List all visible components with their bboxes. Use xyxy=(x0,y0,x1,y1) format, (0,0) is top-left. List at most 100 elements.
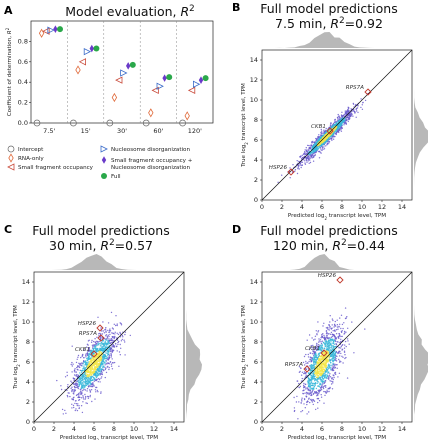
legend-label: RNA-only xyxy=(18,156,44,162)
x-tick-label: 0 xyxy=(260,425,264,433)
data-point xyxy=(88,361,91,363)
x-tick-label: 10 xyxy=(358,425,366,433)
data-point xyxy=(361,108,364,111)
data-point xyxy=(346,112,349,115)
data-point xyxy=(64,376,67,378)
data-point xyxy=(347,327,349,329)
data-point xyxy=(320,380,322,382)
data-point xyxy=(303,372,305,375)
data-point xyxy=(79,366,81,369)
data-point xyxy=(364,99,367,102)
data-point xyxy=(76,373,78,376)
panel-title-part: 2 xyxy=(189,4,195,14)
data-point xyxy=(334,330,336,332)
data-point xyxy=(84,398,86,400)
data-point xyxy=(76,404,79,407)
data-point xyxy=(327,365,330,367)
data-point xyxy=(60,388,63,391)
x-tick-label: 14 xyxy=(170,425,178,433)
data-point xyxy=(340,352,342,355)
data-point xyxy=(341,111,343,114)
data-point xyxy=(306,150,308,152)
data-point xyxy=(304,386,306,389)
data-point xyxy=(343,351,346,353)
data-point xyxy=(108,338,110,340)
data-point xyxy=(307,160,309,162)
data-point xyxy=(311,347,314,349)
gene-marker xyxy=(320,349,328,357)
x-axis-label-part: Predicted log xyxy=(288,435,325,440)
data-point xyxy=(104,338,107,340)
data-point xyxy=(297,166,299,168)
data-point xyxy=(352,110,354,112)
data-point xyxy=(323,382,326,384)
data-point xyxy=(357,111,359,114)
data-point xyxy=(93,363,95,365)
data-point xyxy=(330,328,333,330)
data-point xyxy=(72,389,74,391)
data-point xyxy=(321,380,324,383)
data-point xyxy=(303,153,305,155)
data-point xyxy=(95,376,97,378)
data-point xyxy=(321,363,323,366)
panel-subtitle: 7.5 min, R2=0.92 xyxy=(275,16,383,31)
data-point xyxy=(97,316,99,318)
data-point xyxy=(312,403,314,406)
data-point xyxy=(314,391,316,393)
data-point xyxy=(326,142,329,145)
identity-line xyxy=(261,271,413,423)
data-point xyxy=(56,379,58,382)
data-point xyxy=(327,328,329,330)
data-point xyxy=(100,370,103,372)
data-point xyxy=(76,366,78,369)
data-point xyxy=(311,154,313,157)
data-point xyxy=(69,395,71,398)
data-point xyxy=(326,331,328,334)
marker-intercept xyxy=(179,119,186,127)
data-point xyxy=(75,403,78,405)
data-point xyxy=(104,368,107,371)
data-point xyxy=(325,330,328,332)
data-point xyxy=(117,333,120,336)
data-point xyxy=(325,342,327,344)
data-point xyxy=(327,387,329,390)
legend-label: Intercept xyxy=(18,147,44,153)
panel-subtitle-part: 120 min, xyxy=(273,238,332,253)
data-point xyxy=(315,369,317,371)
y-axis-label-part: R xyxy=(7,30,13,34)
data-point xyxy=(323,348,326,350)
data-point xyxy=(107,329,109,332)
data-point xyxy=(333,326,335,328)
data-point xyxy=(105,352,107,354)
data-point xyxy=(312,389,314,392)
data-point xyxy=(336,341,338,343)
data-point xyxy=(124,331,127,333)
data-point xyxy=(328,357,330,359)
data-point xyxy=(331,377,333,379)
data-point xyxy=(97,391,99,393)
data-point xyxy=(307,353,309,356)
data-point xyxy=(313,349,316,351)
data-point xyxy=(321,345,324,347)
data-point xyxy=(332,360,334,362)
marker-combined xyxy=(162,74,167,82)
data-point xyxy=(119,343,121,346)
data-point xyxy=(333,121,336,124)
data-point xyxy=(315,376,318,378)
data-point xyxy=(300,164,302,167)
data-point xyxy=(353,352,355,354)
data-point xyxy=(110,311,113,314)
data-point xyxy=(332,363,334,365)
data-point xyxy=(322,347,324,349)
data-point xyxy=(70,387,72,390)
data-point xyxy=(310,157,312,159)
marker-rna-only xyxy=(148,108,154,118)
scatter-points xyxy=(293,307,366,420)
data-point xyxy=(106,362,108,364)
data-point xyxy=(97,381,100,383)
identity-line xyxy=(261,49,413,201)
data-point xyxy=(339,317,341,319)
data-point xyxy=(328,347,330,349)
data-point xyxy=(329,344,332,346)
y-axis-label-part: True log xyxy=(241,366,247,390)
